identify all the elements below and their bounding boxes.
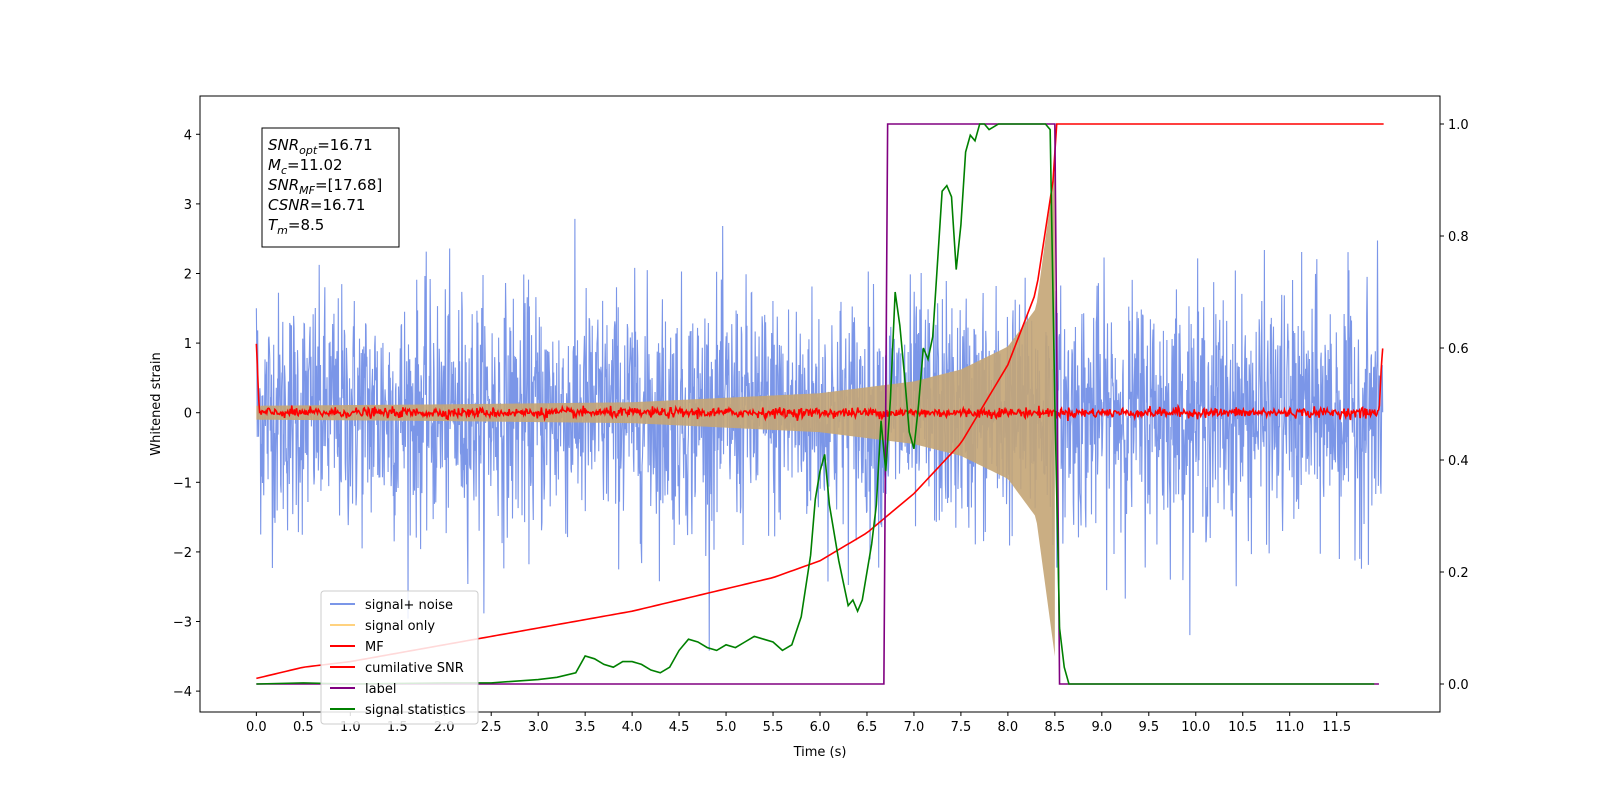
x-tick-label: 5.0 (716, 720, 737, 735)
x-tick-label: 3.0 (528, 720, 549, 735)
y-axis-right: 0.0 0.2 0.4 0.6 0.8 1.0 (1440, 118, 1469, 693)
x-axis-label: Time (s) (793, 745, 847, 760)
y-right-tick-label: 1.0 (1448, 118, 1469, 133)
y-left-tick-label: 2 (184, 267, 192, 282)
y-left-tick-label: −1 (173, 476, 192, 491)
y-left-tick-label: 3 (184, 198, 192, 213)
x-tick-label: 4.5 (669, 720, 690, 735)
y-axis-left: −4 −3 −2 −1 0 1 2 3 4 (173, 128, 200, 700)
x-tick-label: 0.0 (246, 720, 267, 735)
legend-entry: signal+ noise (365, 598, 453, 613)
y-left-tick-label: −2 (173, 546, 192, 561)
x-tick-label: 11.5 (1322, 720, 1351, 735)
info-line: CSNR=16.71 (268, 196, 365, 214)
series-signal-statistics-line (256, 123, 1375, 685)
y-right-tick-label: 0.4 (1448, 454, 1469, 469)
x-tick-label: 8.5 (1045, 720, 1066, 735)
y-right-tick-label: 0.0 (1448, 678, 1469, 693)
legend-entry: cumilative SNR (365, 661, 464, 676)
legend-entry: signal only (365, 619, 435, 634)
legend-entry: label (365, 682, 396, 697)
x-tick-label: 4.0 (622, 720, 643, 735)
info-line: SNRMF=[17.68] (268, 176, 382, 197)
info-box: SNRopt=16.71Mc=11.02SNRMF=[17.68]CSNR=16… (261, 127, 400, 248)
line-series-group (255, 123, 1384, 685)
y-left-tick-label: −4 (173, 685, 192, 700)
x-tick-label: 7.0 (904, 720, 925, 735)
x-tick-label: 10.0 (1181, 720, 1210, 735)
x-tick-label: 11.0 (1275, 720, 1304, 735)
legend-frame (320, 590, 479, 725)
y-right-tick-label: 0.2 (1448, 566, 1469, 581)
info-line: SNRopt=16.71 (268, 136, 373, 157)
y-axis-label: Whitened strain (149, 352, 164, 455)
info-line: Tm=8.5 (268, 216, 324, 237)
y-left-tick-label: 1 (184, 337, 192, 352)
legend-entry: MF (365, 640, 384, 655)
x-tick-label: 10.5 (1228, 720, 1257, 735)
x-tick-label: 8.0 (998, 720, 1019, 735)
signal-noise-series (255, 218, 1384, 651)
x-tick-label: 9.0 (1091, 720, 1112, 735)
x-tick-label: 2.5 (481, 720, 502, 735)
x-tick-label: 5.5 (763, 720, 784, 735)
series-signal-noise-line (255, 218, 1384, 651)
x-tick-label: 0.5 (293, 720, 314, 735)
y-right-tick-label: 0.8 (1448, 230, 1469, 245)
x-tick-label: 9.5 (1138, 720, 1159, 735)
series-mf-line (255, 343, 1384, 422)
info-box-frame (261, 127, 400, 248)
x-tick-label: 6.0 (810, 720, 831, 735)
x-tick-label: 7.5 (951, 720, 972, 735)
y-right-tick-label: 0.6 (1448, 342, 1469, 357)
y-left-tick-label: 4 (184, 128, 192, 143)
legend-entry: signal statistics (365, 703, 466, 718)
info-line: Mc=11.02 (268, 156, 343, 177)
legend: signal+ noise signal only MF cumilative SNR… (320, 590, 479, 725)
x-tick-label: 6.5 (857, 720, 878, 735)
y-left-tick-label: 0 (184, 407, 192, 422)
x-tick-label: 3.5 (575, 720, 596, 735)
y-left-tick-label: −3 (173, 616, 192, 631)
